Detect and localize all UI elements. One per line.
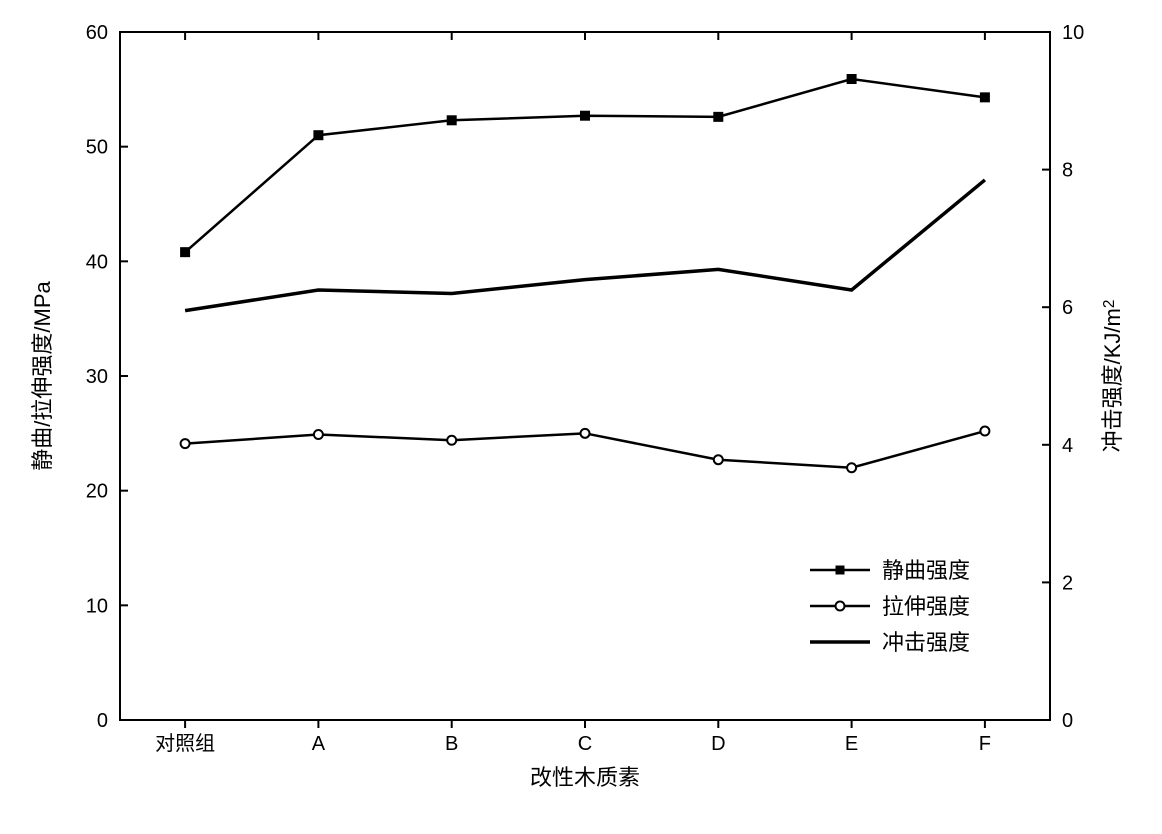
y-right-tick-label: 2 [1062, 572, 1073, 594]
y-left-tick-label: 50 [86, 137, 108, 159]
x-tick-label: E [845, 733, 858, 755]
x-axis-label: 改性木质素 [530, 765, 640, 790]
y-left-tick-label: 30 [86, 366, 108, 388]
chart-svg: 对照组 A B C D E F 改性木质素 0 10 20 30 40 50 60 静曲/拉伸强度/MPa 0 2… [0, 0, 1162, 834]
legend-label: 冲击强度 [882, 630, 970, 655]
y-left-tick-label: 0 [97, 710, 108, 732]
series-marker-square [980, 93, 989, 102]
y-left-tick-label: 40 [86, 251, 108, 273]
series-marker-circle [447, 436, 456, 445]
legend-marker [836, 566, 845, 575]
y-right-tick-label: 6 [1062, 297, 1073, 319]
series-marker-circle [980, 427, 989, 436]
legend-label: 拉伸强度 [882, 594, 970, 619]
series-line [185, 180, 985, 311]
y-left-axis-label: 静曲/拉伸强度/MPa [30, 281, 55, 471]
chart-container: 对照组 A B C D E F 改性木质素 0 10 20 30 40 50 60 静曲/拉伸强度/MPa 0 2… [0, 0, 1162, 834]
series-marker-square [581, 111, 590, 120]
legend-marker [836, 602, 845, 611]
series-marker-square [847, 75, 856, 84]
series-marker-square [314, 131, 323, 140]
y-right-tick-label: 10 [1062, 22, 1084, 44]
y-left-tick-label: 20 [86, 481, 108, 503]
x-tick-label: 对照组 [155, 732, 215, 755]
series-marker-circle [847, 463, 856, 472]
series-marker-circle [314, 430, 323, 439]
x-tick-label: B [445, 733, 458, 755]
x-tick-label: C [578, 733, 592, 755]
series-marker-square [447, 116, 456, 125]
series-marker-circle [181, 439, 190, 448]
y-right-tick-label: 0 [1062, 710, 1073, 732]
y-left-tick-label: 60 [86, 22, 108, 44]
series-marker-circle [714, 455, 723, 464]
x-tick-label: D [711, 733, 725, 755]
series-marker-square [714, 112, 723, 121]
series-line [185, 79, 985, 252]
series-marker-circle [581, 429, 590, 438]
series-marker-square [181, 248, 190, 257]
y-left-tick-label: 10 [86, 595, 108, 617]
x-tick-label: A [312, 733, 326, 755]
y-right-tick-label: 4 [1062, 435, 1073, 457]
y-right-tick-label: 8 [1062, 160, 1073, 182]
legend-label: 静曲强度 [882, 558, 970, 583]
x-tick-label: F [979, 733, 991, 755]
y-right-axis-label: 冲击强度/KJ/m2 [1100, 300, 1125, 453]
